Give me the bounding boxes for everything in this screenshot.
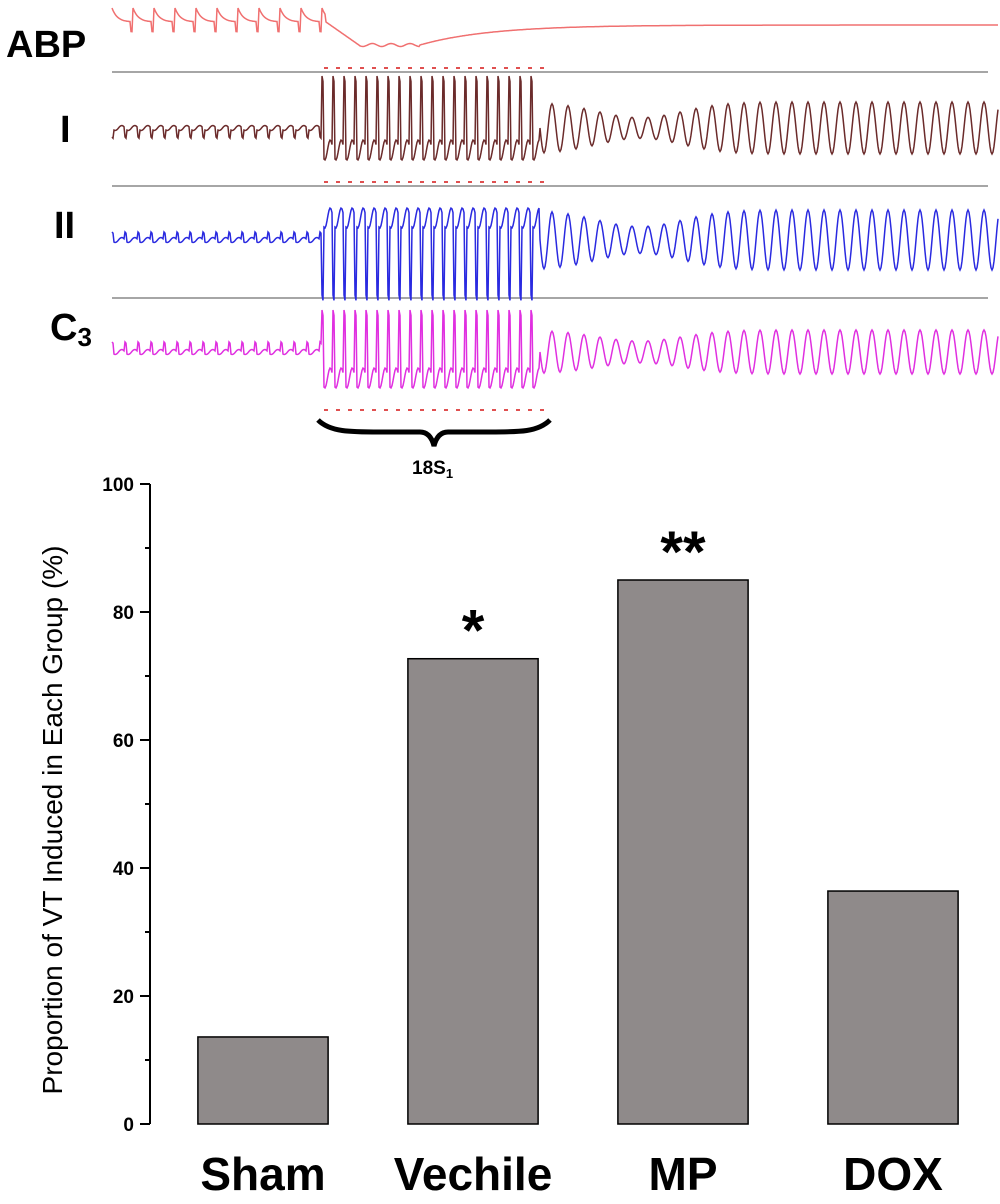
y-tick-label: 20: [113, 987, 134, 1008]
bar-chart: Proportion of VT Induced in Each Group (…: [37, 475, 959, 1200]
abp-trace: [111, 7, 998, 48]
significance-mark: **: [660, 520, 706, 585]
y-tick-label: 100: [102, 475, 134, 496]
lead-label-ii: II: [54, 205, 75, 247]
y-tick-label: 0: [123, 1115, 134, 1136]
x-tick-labels: Sham Vechile MP DOX: [200, 1148, 943, 1200]
bar-sham: [197, 1036, 329, 1125]
lead-label-i: I: [60, 109, 71, 151]
stimulus-markers: [324, 67, 544, 411]
y-tick-label: 40: [113, 859, 134, 880]
ecg-panel: ABP I II C3 18S1: [6, 7, 999, 481]
x-tick-label: Vechile: [394, 1148, 553, 1200]
y-tick-label: 60: [113, 731, 134, 752]
lead-i-trace: [111, 75, 999, 162]
bars: [197, 579, 959, 1125]
lead-ii-trace: [111, 206, 999, 301]
x-tick-label: DOX: [843, 1148, 943, 1200]
y-axis-label: Proportion of VT Induced in Each Group (…: [37, 546, 68, 1095]
bar-vechile: [407, 657, 539, 1125]
bar-mp: [617, 579, 749, 1125]
lead-label-c3: C3: [50, 307, 92, 352]
stimulus-label: 18S1: [412, 458, 453, 481]
x-tick-label: MP: [649, 1148, 718, 1200]
lead-label-abp: ABP: [6, 24, 86, 66]
x-tick-label: Sham: [200, 1148, 325, 1200]
significance-mark: *: [462, 599, 485, 664]
y-tick-label: 80: [113, 603, 134, 624]
significance-annotations: ***: [462, 520, 706, 664]
bar-dox: [827, 890, 959, 1125]
lead-c3-trace: [111, 309, 999, 390]
y-ticks: 0 20 40 60 80 100: [102, 475, 150, 1136]
stimulus-brace: [316, 418, 552, 447]
